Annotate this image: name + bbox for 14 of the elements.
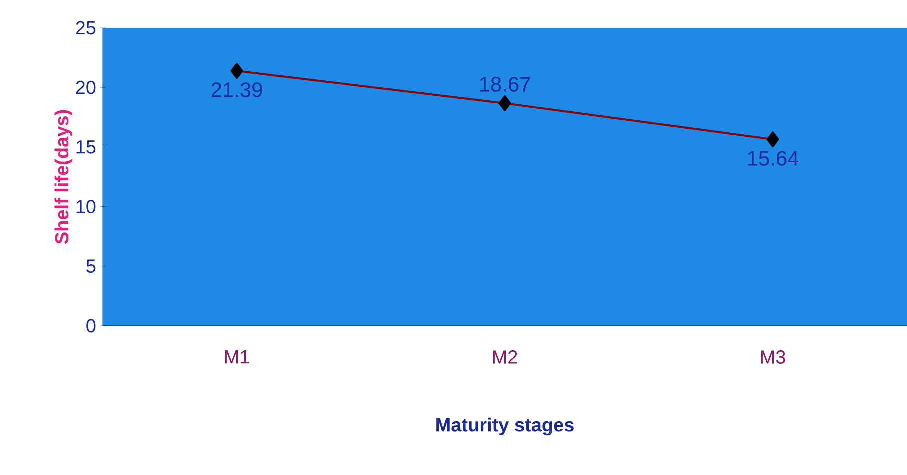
x-tick-label: M1 — [225, 350, 250, 364]
y-tick-label: 10 — [76, 200, 96, 214]
y-tick-label: 15 — [76, 140, 96, 154]
x-tick-label: M3 — [761, 350, 786, 364]
y-tick-label: 0 — [86, 319, 96, 333]
data-label: 18.67 — [480, 77, 530, 92]
y-tick-label: 20 — [76, 80, 96, 94]
x-tick-label: M2 — [493, 350, 518, 364]
y-tick-label: 25 — [76, 21, 96, 35]
y-tick-label: 5 — [86, 260, 96, 274]
data-label: 21.39 — [212, 82, 262, 98]
data-label: 15.64 — [748, 151, 799, 166]
x-axis-title: Maturity stages — [436, 418, 574, 436]
y-axis-title: Shelf life(days) — [54, 110, 72, 244]
